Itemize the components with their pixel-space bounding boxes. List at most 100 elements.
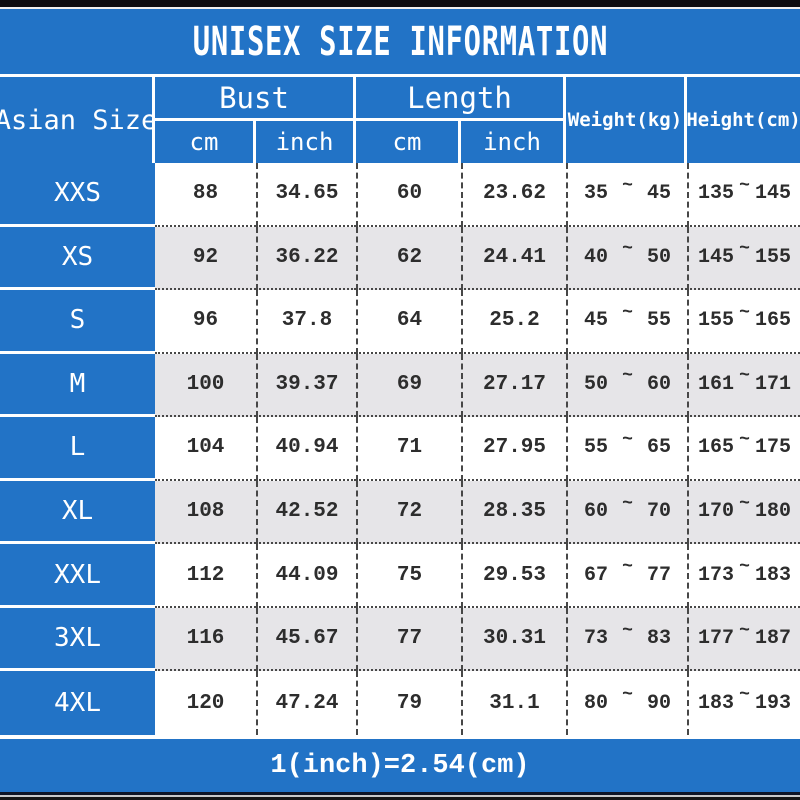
weight-min: 60 xyxy=(584,500,609,524)
bust-cm-cell: 100 xyxy=(155,353,256,418)
bust-cm-cell: 104 xyxy=(155,417,256,481)
range-tilde: ~ xyxy=(622,557,633,578)
range-tilde: ~ xyxy=(622,493,633,514)
weight-min: 55 xyxy=(584,436,609,460)
weight-min: 73 xyxy=(584,627,609,651)
height-max: 165 xyxy=(754,309,791,333)
size-label-cell: XS xyxy=(0,226,155,291)
range-tilde: ~ xyxy=(622,239,633,260)
weight-max: 60 xyxy=(646,372,671,396)
size-label-cell: 4XL xyxy=(0,671,155,735)
weight-min: 40 xyxy=(584,245,609,269)
weight-min: 45 xyxy=(584,309,609,333)
length-cm-cell: 75 xyxy=(356,544,461,608)
weight-min: 80 xyxy=(584,691,609,715)
weight-max: 45 xyxy=(646,182,671,206)
height-min: 161 xyxy=(698,372,735,396)
weight-range-cell: 45 ~ 55 xyxy=(566,290,687,354)
height-max: 175 xyxy=(754,436,791,460)
height-max: 193 xyxy=(754,691,791,715)
col-header-asian-size: Asian Size xyxy=(0,77,157,163)
bust-inch-cell: 39.37 xyxy=(256,353,356,418)
bust-inch-cell: 34.65 xyxy=(256,163,356,227)
bust-cm-cell: 120 xyxy=(155,671,256,735)
table-body: XXS 88 34.65 60 23.62 35 ~ 45 135 ~ 145 … xyxy=(0,163,800,735)
range-tilde: ~ xyxy=(739,366,750,387)
table-row: 4XL 120 47.24 79 31.1 80 ~ 90 183 ~ 193 xyxy=(0,671,800,735)
height-max: 180 xyxy=(754,500,791,524)
height-range-cell: 135 ~ 145 xyxy=(687,163,800,227)
size-label-cell: XXL xyxy=(0,544,155,608)
weight-max: 50 xyxy=(646,245,671,269)
divider xyxy=(0,735,800,739)
bust-cm-cell: 108 xyxy=(155,480,256,545)
conversion-note: 1(inch)=2.54(cm) xyxy=(270,750,530,781)
sub-header-bust-inch: inch xyxy=(256,121,356,163)
weight-min: 50 xyxy=(584,372,609,396)
weight-range-cell: 55 ~ 65 xyxy=(566,417,687,481)
bottom-divider-line xyxy=(0,795,800,797)
bust-inch-cell: 42.52 xyxy=(256,480,356,545)
range-tilde: ~ xyxy=(739,685,750,706)
range-tilde: ~ xyxy=(739,175,750,196)
col-header-height: Height(cm) xyxy=(686,77,800,163)
divider xyxy=(0,74,800,77)
length-cm-cell: 77 xyxy=(356,607,461,672)
height-max: 187 xyxy=(754,627,791,651)
weight-range-cell: 40 ~ 50 xyxy=(566,226,687,291)
bust-inch-cell: 45.67 xyxy=(256,607,356,672)
height-min: 173 xyxy=(698,563,735,587)
top-border-bar xyxy=(0,0,800,7)
col-header-weight: Weight(kg) xyxy=(566,77,687,163)
bust-cm-cell: 92 xyxy=(155,226,256,291)
height-max: 145 xyxy=(754,182,791,206)
range-tilde: ~ xyxy=(622,620,633,641)
height-range-cell: 155 ~ 165 xyxy=(687,290,800,354)
range-tilde: ~ xyxy=(739,239,750,260)
weight-max: 65 xyxy=(646,436,671,460)
table-row: 3XL 116 45.67 77 30.31 73 ~ 83 177 ~ 187 xyxy=(0,607,800,672)
height-max: 155 xyxy=(754,245,791,269)
length-inch-cell: 27.17 xyxy=(461,353,566,418)
height-min: 177 xyxy=(698,627,735,651)
weight-max: 70 xyxy=(646,500,671,524)
sub-header-length-cm: cm xyxy=(356,121,461,163)
bust-inch-cell: 44.09 xyxy=(256,544,356,608)
top-divider-line xyxy=(0,7,800,9)
size-label-cell: XXS xyxy=(0,163,155,227)
bottom-border-bar xyxy=(0,797,800,800)
bust-cm-cell: 112 xyxy=(155,544,256,608)
weight-range-cell: 60 ~ 70 xyxy=(566,480,687,545)
size-label-cell: 3XL xyxy=(0,607,155,672)
range-tilde: ~ xyxy=(739,302,750,323)
length-inch-cell: 25.2 xyxy=(461,290,566,354)
table-row: M 100 39.37 69 27.17 50 ~ 60 161 ~ 171 xyxy=(0,353,800,418)
bust-cm-cell: 116 xyxy=(155,607,256,672)
size-label-cell: XL xyxy=(0,480,155,545)
weight-max: 55 xyxy=(646,309,671,333)
height-max: 183 xyxy=(754,563,791,587)
bust-cm-cell: 88 xyxy=(155,163,256,227)
bust-inch-cell: 37.8 xyxy=(256,290,356,354)
bust-inch-cell: 47.24 xyxy=(256,671,356,735)
size-label-cell: L xyxy=(0,417,155,481)
length-inch-cell: 29.53 xyxy=(461,544,566,608)
bust-cm-cell: 96 xyxy=(155,290,256,354)
length-inch-cell: 27.95 xyxy=(461,417,566,481)
range-tilde: ~ xyxy=(622,429,633,450)
range-tilde: ~ xyxy=(622,685,633,706)
weight-range-cell: 50 ~ 60 xyxy=(566,353,687,418)
range-tilde: ~ xyxy=(739,429,750,450)
weight-range-cell: 67 ~ 77 xyxy=(566,544,687,608)
weight-min: 35 xyxy=(584,182,609,206)
table-row: XL 108 42.52 72 28.35 60 ~ 70 170 ~ 180 xyxy=(0,480,800,545)
height-min: 183 xyxy=(698,691,735,715)
length-cm-cell: 71 xyxy=(356,417,461,481)
height-range-cell: 161 ~ 171 xyxy=(687,353,800,418)
bottom-border-bar xyxy=(0,792,800,795)
size-label-cell: S xyxy=(0,290,155,354)
range-tilde: ~ xyxy=(622,366,633,387)
length-inch-cell: 23.62 xyxy=(461,163,566,227)
range-tilde: ~ xyxy=(622,175,633,196)
